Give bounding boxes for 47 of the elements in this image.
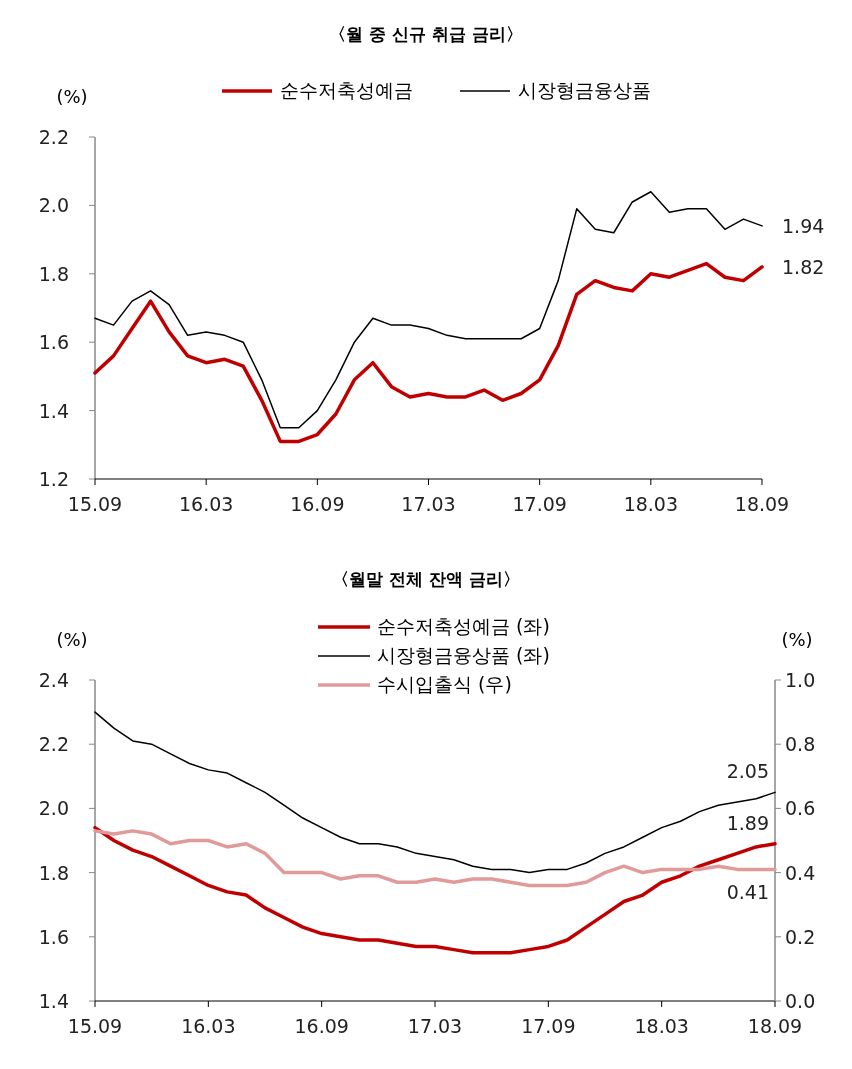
y-tick-label: 1.6 xyxy=(38,925,69,948)
x-tick-label: 17.09 xyxy=(521,1015,576,1037)
y2-tick-label: 1.0 xyxy=(785,669,816,691)
x-tick-label: 15.09 xyxy=(67,493,123,515)
y-tick-label: 2.4 xyxy=(38,669,69,691)
y2-axis-title: (%) xyxy=(781,629,813,650)
x-tick-label: 16.09 xyxy=(290,493,345,515)
x-tick-label: 17.09 xyxy=(512,493,567,515)
x-tick-label: 16.03 xyxy=(181,1015,236,1037)
legend-label: 수시입출식 (우) xyxy=(377,673,512,695)
annotation: 1.82 xyxy=(782,255,825,278)
legend-label: 순수저축성예금 xyxy=(280,79,413,101)
y2-tick-label: 0.8 xyxy=(785,733,816,756)
x-tick-label: 17.03 xyxy=(407,1015,463,1037)
y-tick-label: 1.8 xyxy=(38,861,69,884)
y-tick-label: 2.2 xyxy=(38,126,69,148)
y2-tick-label: 0.4 xyxy=(785,861,816,884)
y-tick-label: 2.0 xyxy=(38,797,69,820)
y-tick-label: 2.2 xyxy=(38,733,69,756)
x-tick-label: 18.09 xyxy=(734,493,790,515)
annotation: 0.41 xyxy=(726,881,769,904)
x-tick-label: 18.03 xyxy=(634,1015,689,1037)
legend-label: 시장형금융상품 xyxy=(518,79,651,101)
y-tick-label: 1.8 xyxy=(38,262,69,285)
annotation: 2.05 xyxy=(726,760,769,783)
x-tick-label: 18.09 xyxy=(747,1015,803,1037)
legend-label: 시장형금융상품 (좌) xyxy=(377,644,550,666)
chart-title: 〈월 중 신규 취급 금리〉 xyxy=(329,24,523,44)
y2-tick-label: 0.6 xyxy=(785,797,816,820)
x-tick-label: 17.03 xyxy=(401,493,456,515)
annotation: 1.94 xyxy=(782,214,825,237)
y-tick-label: 1.4 xyxy=(38,399,69,422)
y-tick-label: 1.4 xyxy=(38,990,69,1012)
x-tick-label: 15.09 xyxy=(67,1015,123,1037)
y-tick-label: 1.6 xyxy=(38,331,69,354)
chart-title: 〈월말 전체 잔액 금리〉 xyxy=(332,569,520,589)
legend-label: 순수저축성예금 (좌) xyxy=(377,615,550,637)
y-tick-label: 1.2 xyxy=(38,468,69,490)
y-tick-label: 2.0 xyxy=(38,194,69,217)
y-axis-title: (%) xyxy=(56,629,88,650)
annotation: 1.89 xyxy=(726,811,769,834)
y2-tick-label: 0.0 xyxy=(785,990,816,1012)
x-tick-label: 18.03 xyxy=(623,493,679,515)
x-tick-label: 16.09 xyxy=(294,1015,349,1037)
y-axis-title: (%) xyxy=(56,86,88,107)
x-tick-label: 16.03 xyxy=(178,493,234,515)
y2-tick-label: 0.2 xyxy=(785,925,816,948)
